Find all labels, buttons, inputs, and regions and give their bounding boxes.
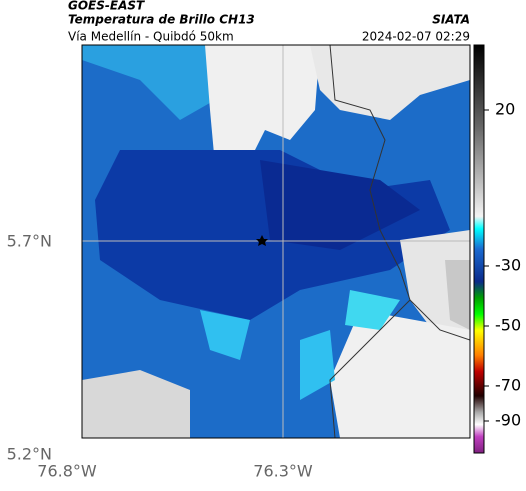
route: Vía Medellín - Quibdó 50km <box>68 30 234 44</box>
satellite: GOES-EAST <box>68 0 145 13</box>
lat-label: 5.7°N <box>7 232 52 251</box>
colorbar-label: -50 <box>495 316 521 335</box>
map-frame <box>81 44 471 439</box>
colorbar-label: -90 <box>495 411 521 430</box>
colorbar-label: -70 <box>495 376 521 395</box>
product: Temperatura de Brillo CH13 <box>68 13 255 27</box>
location-marker <box>256 235 268 246</box>
lat-label: 5.2°N <box>7 445 52 464</box>
lon-label: 76.3°W <box>253 462 313 481</box>
lon-label: 76.8°W <box>37 462 97 481</box>
source: SIATA <box>432 13 470 27</box>
colorbar <box>473 44 485 454</box>
colorbar-label: 20 <box>495 100 515 119</box>
timestamp: 2024-02-07 02:29 <box>362 30 470 44</box>
colorbar-label: -30 <box>495 256 521 275</box>
